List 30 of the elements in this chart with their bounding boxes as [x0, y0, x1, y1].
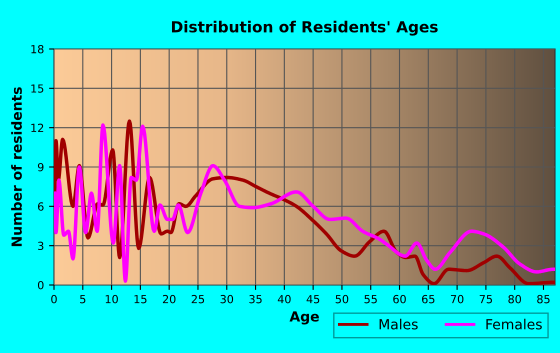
- x-tick-label: 70: [450, 294, 464, 304]
- x-tick-label: 60: [393, 294, 406, 304]
- x-tick-label: 50: [336, 294, 348, 304]
- chart-title: Distribution of Residents' Ages: [172, 20, 438, 36]
- x-tick-label: 35: [249, 294, 262, 304]
- x-tick-label: 45: [306, 295, 320, 304]
- y-tick-label: 3: [38, 242, 44, 250]
- y-tick-label: 6: [38, 202, 44, 211]
- x-tick-label: 10: [106, 294, 118, 304]
- x-tick-label: 75: [480, 295, 492, 304]
- legend-label: Females: [486, 318, 542, 330]
- y-tick-label: 12: [31, 124, 44, 132]
- y-axis-title: Number of residents: [11, 87, 22, 246]
- x-tick-label: 0: [51, 294, 57, 304]
- legend-label: Males: [380, 318, 418, 330]
- x-tick-label: 20: [162, 294, 176, 304]
- x-tick-label: 40: [278, 294, 291, 304]
- x-tick-label: 65: [422, 294, 434, 304]
- y-tick-label: 9: [38, 162, 44, 172]
- x-tick-label: 55: [364, 295, 377, 304]
- y-tick-label: 15: [31, 84, 44, 93]
- x-tick-label: 85: [537, 294, 550, 304]
- x-tick-label: 80: [508, 294, 522, 304]
- x-tick-label: 30: [220, 294, 234, 304]
- x-axis-title: Age: [290, 311, 319, 324]
- x-tick-label: 25: [192, 294, 204, 304]
- y-tick-label: 18: [31, 44, 44, 54]
- x-tick-label: 5: [80, 295, 86, 304]
- y-tick-label: 0: [38, 280, 44, 290]
- x-tick-label: 15: [134, 295, 146, 304]
